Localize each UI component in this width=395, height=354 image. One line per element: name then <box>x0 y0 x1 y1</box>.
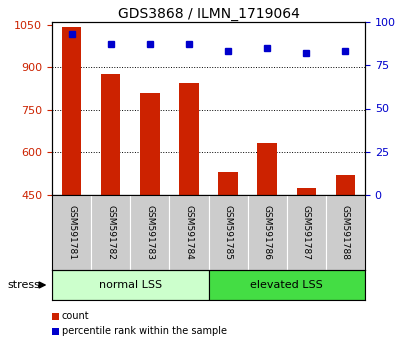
Text: normal LSS: normal LSS <box>99 280 162 290</box>
Text: GSM591784: GSM591784 <box>184 205 194 260</box>
Text: GSM591782: GSM591782 <box>106 205 115 260</box>
Text: stress: stress <box>8 280 41 290</box>
Bar <box>169 195 209 270</box>
Text: GSM591785: GSM591785 <box>224 205 233 260</box>
Bar <box>218 172 238 195</box>
Text: GSM591786: GSM591786 <box>263 205 272 260</box>
Bar <box>258 143 277 195</box>
Bar <box>52 270 209 300</box>
Text: elevated LSS: elevated LSS <box>250 280 323 290</box>
Bar <box>52 313 59 320</box>
Title: GDS3868 / ILMN_1719064: GDS3868 / ILMN_1719064 <box>118 7 299 21</box>
Text: GSM591781: GSM591781 <box>67 205 76 260</box>
Bar <box>52 328 59 335</box>
Text: count: count <box>62 311 90 321</box>
Bar <box>248 195 287 270</box>
Bar <box>209 195 248 270</box>
Bar <box>297 188 316 195</box>
Bar <box>130 195 169 270</box>
Bar <box>101 74 120 195</box>
Text: GSM591788: GSM591788 <box>341 205 350 260</box>
Bar <box>209 270 365 300</box>
Text: GSM591787: GSM591787 <box>302 205 311 260</box>
Bar <box>52 195 91 270</box>
Text: percentile rank within the sample: percentile rank within the sample <box>62 326 227 336</box>
Bar <box>62 27 81 195</box>
Bar <box>326 195 365 270</box>
Bar <box>287 195 326 270</box>
Bar <box>179 83 199 195</box>
Text: GSM591783: GSM591783 <box>145 205 154 260</box>
Bar <box>336 175 355 195</box>
Bar <box>140 93 160 195</box>
Bar <box>91 195 130 270</box>
